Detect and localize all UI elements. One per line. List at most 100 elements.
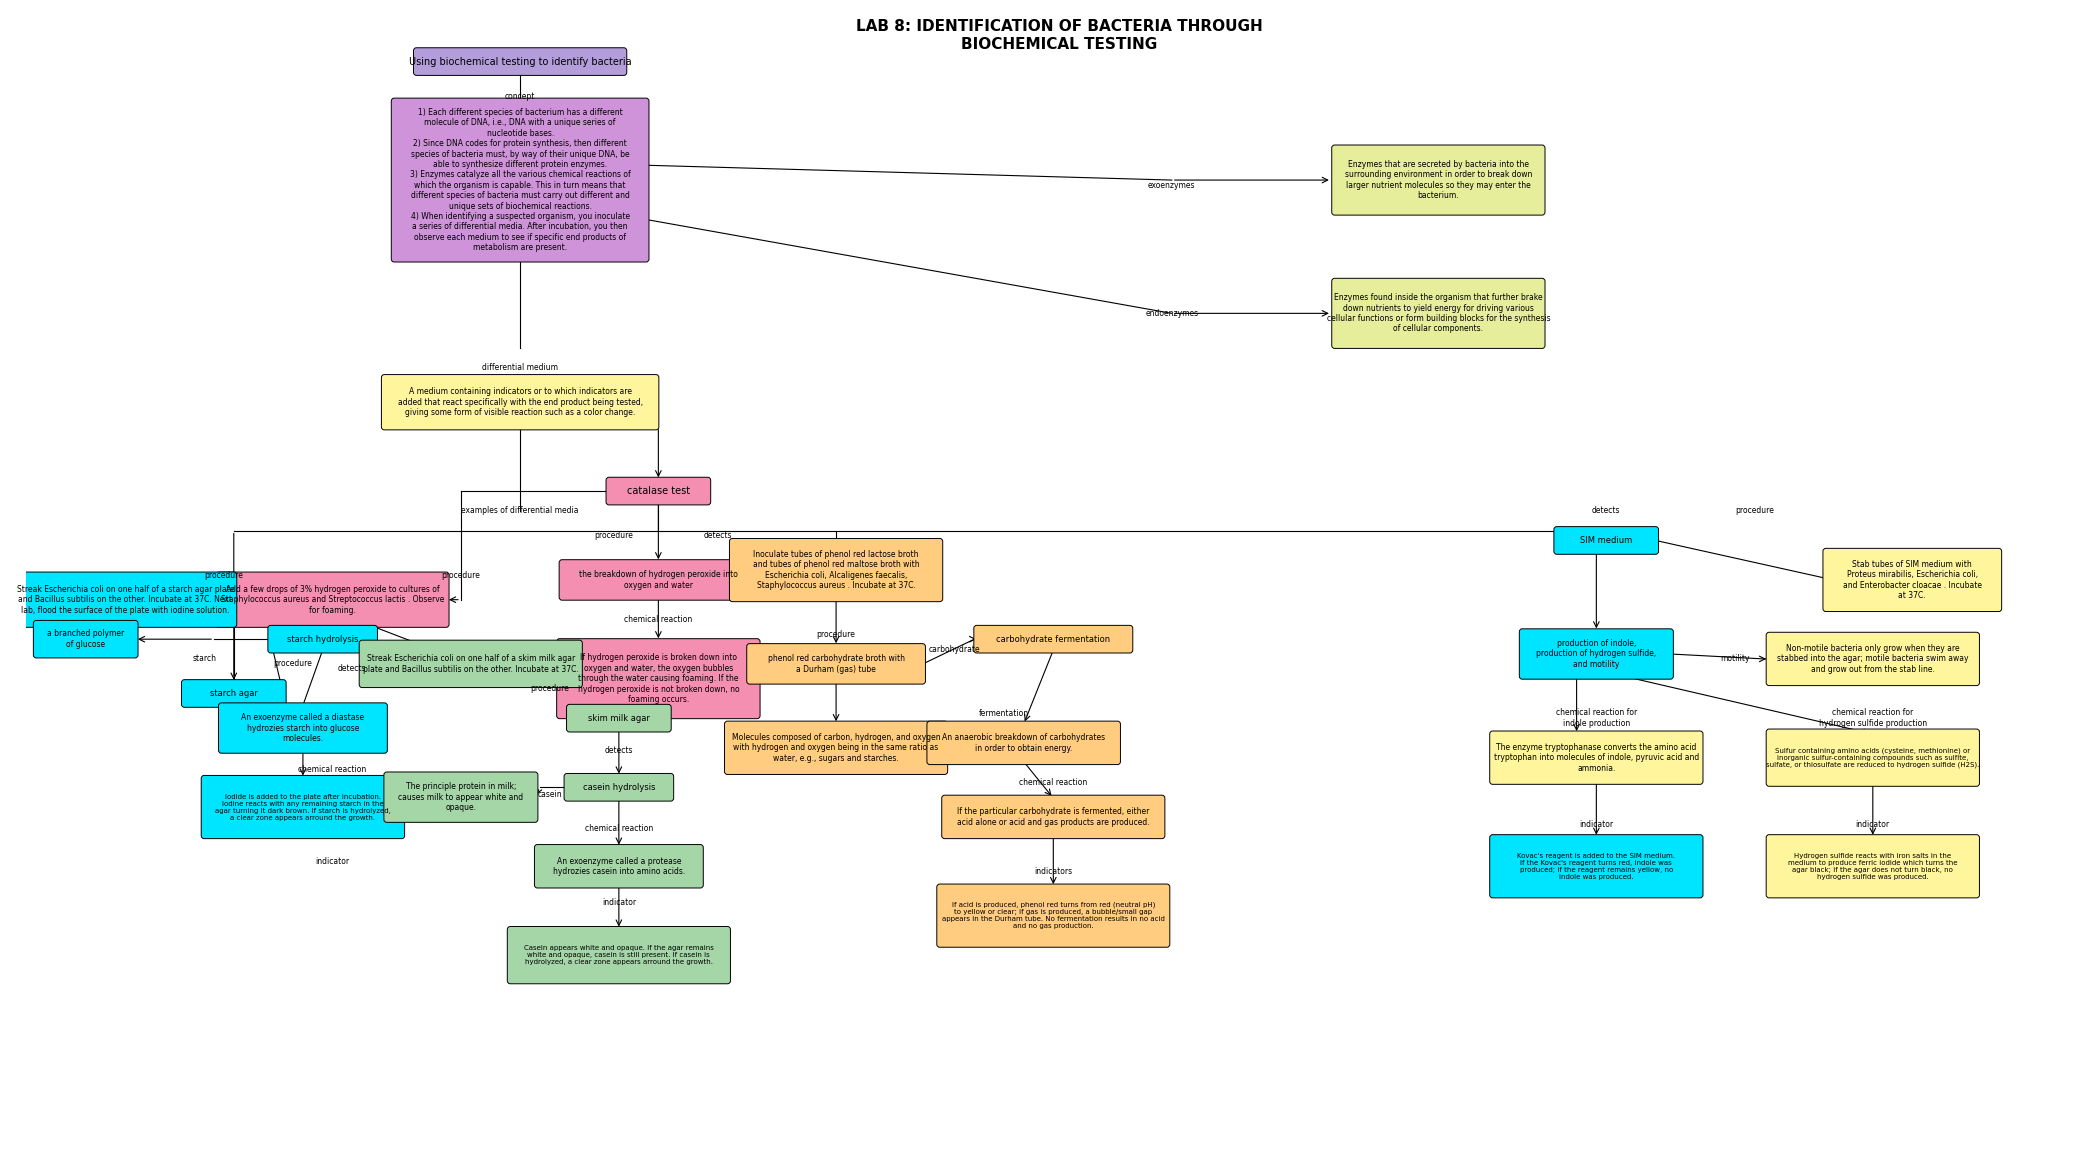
Text: chemical reaction: chemical reaction xyxy=(586,824,653,833)
Text: detects: detects xyxy=(339,664,366,673)
FancyBboxPatch shape xyxy=(268,625,377,653)
Text: procedure: procedure xyxy=(529,684,569,693)
Text: Sulfur containing amino acids (cysteine, methionine) or
inorganic sulfur-contain: Sulfur containing amino acids (cysteine,… xyxy=(1766,747,1979,768)
FancyBboxPatch shape xyxy=(941,795,1165,839)
Text: Non-motile bacteria only grow when they are
stabbed into the agar; motile bacter: Non-motile bacteria only grow when they … xyxy=(1776,645,1969,673)
Text: Using biochemical testing to identify bacteria: Using biochemical testing to identify ba… xyxy=(408,56,632,67)
FancyBboxPatch shape xyxy=(182,680,287,708)
FancyBboxPatch shape xyxy=(1333,145,1546,215)
FancyBboxPatch shape xyxy=(559,559,757,600)
Text: the breakdown of hydrogen peroxide into
oxygen and water: the breakdown of hydrogen peroxide into … xyxy=(579,570,738,589)
FancyBboxPatch shape xyxy=(215,572,450,627)
Text: carbohydrate fermentation: carbohydrate fermentation xyxy=(996,634,1111,643)
FancyBboxPatch shape xyxy=(33,620,138,658)
Text: casein hydrolysis: casein hydrolysis xyxy=(582,783,655,792)
Text: procedure: procedure xyxy=(1734,506,1774,516)
Text: An anaerobic breakdown of carbohydrates
in order to obtain energy.: An anaerobic breakdown of carbohydrates … xyxy=(941,733,1105,753)
Text: indicator: indicator xyxy=(1579,821,1613,830)
Text: An exoenzyme called a protease
hydrozies casein into amino acids.: An exoenzyme called a protease hydrozies… xyxy=(552,856,684,876)
Text: differential medium: differential medium xyxy=(481,364,559,372)
Text: indicator: indicator xyxy=(602,898,636,907)
FancyBboxPatch shape xyxy=(730,539,943,602)
FancyBboxPatch shape xyxy=(927,722,1121,764)
FancyBboxPatch shape xyxy=(556,639,759,718)
FancyBboxPatch shape xyxy=(414,47,628,76)
Text: The principle protein in milk;
causes milk to appear white and
opaque.: The principle protein in milk; causes mi… xyxy=(397,783,523,813)
Text: production of indole,
production of hydrogen sulfide,
and motility: production of indole, production of hydr… xyxy=(1536,639,1657,669)
Text: detects: detects xyxy=(1592,506,1621,516)
Text: An exoenzyme called a diastase
hydrozies starch into glucose
molecules.: An exoenzyme called a diastase hydrozies… xyxy=(241,714,364,742)
FancyBboxPatch shape xyxy=(1766,834,1979,898)
Text: Stab tubes of SIM medium with
Proteus mirabilis, Escherichia coli,
and Enterobac: Stab tubes of SIM medium with Proteus mi… xyxy=(1843,559,1981,600)
Text: Molecules composed of carbon, hydrogen, and oxygen
with hydrogen and oxygen bein: Molecules composed of carbon, hydrogen, … xyxy=(732,733,941,763)
Text: procedure: procedure xyxy=(274,660,312,669)
Text: starch agar: starch agar xyxy=(209,689,257,698)
FancyBboxPatch shape xyxy=(607,478,711,505)
Text: endoenzymes: endoenzymes xyxy=(1144,308,1199,318)
Text: procedure: procedure xyxy=(205,571,243,579)
Text: phenol red carbohydrate broth with
a Durham (gas) tube: phenol red carbohydrate broth with a Dur… xyxy=(768,654,904,673)
Text: procedure: procedure xyxy=(816,630,856,639)
Text: Add a few drops of 3% hydrogen peroxide to cultures of
Staphylococcus aureus and: Add a few drops of 3% hydrogen peroxide … xyxy=(222,585,444,615)
Text: casein: casein xyxy=(538,790,563,799)
Text: Casein appears white and opaque. If the agar remains
white and opaque, casein is: Casein appears white and opaque. If the … xyxy=(523,945,713,966)
FancyBboxPatch shape xyxy=(533,845,703,889)
Text: skim milk agar: skim milk agar xyxy=(588,714,651,723)
FancyBboxPatch shape xyxy=(391,98,649,262)
Text: chemical reaction for
hydrogen sulfide production: chemical reaction for hydrogen sulfide p… xyxy=(1818,709,1927,727)
FancyBboxPatch shape xyxy=(973,625,1132,653)
FancyBboxPatch shape xyxy=(360,640,582,687)
Text: Inoculate tubes of phenol red lactose broth
and tubes of phenol red maltose brot: Inoculate tubes of phenol red lactose br… xyxy=(753,550,918,590)
FancyBboxPatch shape xyxy=(1519,628,1674,679)
Text: concept: concept xyxy=(504,92,536,100)
Text: indicator: indicator xyxy=(1856,821,1889,830)
FancyBboxPatch shape xyxy=(15,572,236,627)
Text: chemical reaction: chemical reaction xyxy=(623,615,692,624)
Text: If hydrogen peroxide is broken down into
oxygen and water, the oxygen bubbles
th: If hydrogen peroxide is broken down into… xyxy=(577,654,738,704)
FancyBboxPatch shape xyxy=(1766,729,1979,786)
FancyBboxPatch shape xyxy=(1333,279,1546,349)
Text: starch hydrolysis: starch hydrolysis xyxy=(287,634,358,643)
Text: chemical reaction for
indole production: chemical reaction for indole production xyxy=(1556,709,1636,727)
FancyBboxPatch shape xyxy=(201,776,404,839)
Text: procedure: procedure xyxy=(441,571,481,579)
FancyBboxPatch shape xyxy=(937,884,1169,947)
Text: chemical reaction: chemical reaction xyxy=(299,765,366,773)
FancyBboxPatch shape xyxy=(565,773,674,801)
Text: Hydrogen sulfide reacts with iron salts in the
medium to produce ferric iodide w: Hydrogen sulfide reacts with iron salts … xyxy=(1789,853,1958,879)
Text: motility: motility xyxy=(1720,655,1749,663)
FancyBboxPatch shape xyxy=(724,722,948,775)
FancyBboxPatch shape xyxy=(1766,632,1979,686)
Text: procedure: procedure xyxy=(594,531,634,540)
FancyBboxPatch shape xyxy=(747,643,925,684)
FancyBboxPatch shape xyxy=(567,704,672,732)
FancyBboxPatch shape xyxy=(1822,548,2002,611)
FancyBboxPatch shape xyxy=(218,703,387,753)
Text: detects: detects xyxy=(703,531,732,540)
Text: Kovac's reagent is added to the SIM medium.
If the Kovac's reagent turns red, in: Kovac's reagent is added to the SIM medi… xyxy=(1517,853,1676,879)
Text: LAB 8: IDENTIFICATION OF BACTERIA THROUGH: LAB 8: IDENTIFICATION OF BACTERIA THROUG… xyxy=(856,20,1264,35)
Text: fermentation: fermentation xyxy=(979,709,1029,718)
FancyBboxPatch shape xyxy=(1490,834,1703,898)
Text: The enzyme tryptophanase converts the amino acid
tryptophan into molecules of in: The enzyme tryptophanase converts the am… xyxy=(1494,742,1699,772)
FancyBboxPatch shape xyxy=(381,374,659,429)
Text: SIM medium: SIM medium xyxy=(1579,536,1632,544)
Text: a branched polymer
of glucose: a branched polymer of glucose xyxy=(48,630,123,649)
FancyBboxPatch shape xyxy=(383,772,538,822)
FancyBboxPatch shape xyxy=(1490,731,1703,784)
Text: carbohydrate: carbohydrate xyxy=(929,645,981,654)
Text: indicator: indicator xyxy=(316,856,349,866)
Text: chemical reaction: chemical reaction xyxy=(1019,778,1088,787)
FancyBboxPatch shape xyxy=(1554,527,1659,555)
Text: Streak Escherichia coli on one half of a starch agar plate
and Bacillus subtilis: Streak Escherichia coli on one half of a… xyxy=(17,585,234,615)
Text: starch: starch xyxy=(192,655,215,663)
Text: BIOCHEMICAL TESTING: BIOCHEMICAL TESTING xyxy=(960,37,1157,52)
Text: Iodide is added to the plate after incubation.
Iodine reacts with any remaining : Iodide is added to the plate after incub… xyxy=(215,793,391,821)
Text: 1) Each different species of bacterium has a different
molecule of DNA, i.e., DN: 1) Each different species of bacterium h… xyxy=(410,108,630,252)
Text: Enzymes that are secreted by bacteria into the
surrounding environment in order : Enzymes that are secreted by bacteria in… xyxy=(1345,160,1531,200)
Text: exoenzymes: exoenzymes xyxy=(1149,181,1195,190)
Text: Enzymes found inside the organism that further brake
down nutrients to yield ene: Enzymes found inside the organism that f… xyxy=(1326,294,1550,334)
Text: catalase test: catalase test xyxy=(628,486,690,496)
Text: A medium containing indicators or to which indicators are
added that react speci: A medium containing indicators or to whi… xyxy=(397,388,642,417)
Text: Streak Escherichia coli on one half of a skim milk agar
plate and Bacillus subti: Streak Escherichia coli on one half of a… xyxy=(362,654,579,673)
